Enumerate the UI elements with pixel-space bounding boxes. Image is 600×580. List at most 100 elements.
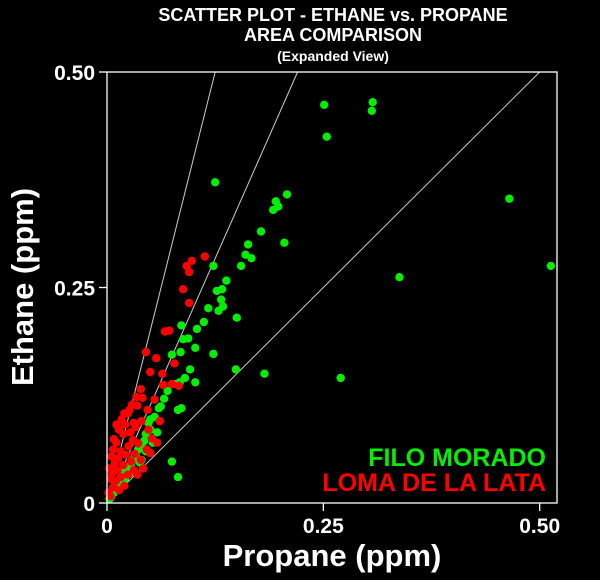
chart-title: SCATTER PLOT - ETHANE vs. PROPANE bbox=[158, 5, 507, 25]
filo-morado-point bbox=[185, 365, 195, 374]
loma-de-la-lata-point bbox=[167, 379, 177, 389]
filo-morado-point bbox=[191, 343, 200, 352]
filo-morado-point bbox=[144, 418, 153, 427]
loma-de-la-lata-point bbox=[136, 455, 145, 465]
x-axis-title: Propane (ppm) bbox=[223, 538, 442, 573]
filo-morado-point bbox=[159, 394, 169, 403]
filo-morado-point bbox=[163, 386, 172, 396]
loma-de-la-lata-point bbox=[107, 452, 116, 461]
filo-morado-point bbox=[204, 304, 213, 313]
loma-de-la-lata-point bbox=[119, 460, 128, 470]
loma-de-la-lata-point bbox=[133, 401, 142, 410]
x-axis-ticks: 0 0.25 0.50 bbox=[101, 503, 560, 538]
loma-de-la-lata-point bbox=[185, 298, 194, 308]
filo-morado-point bbox=[247, 254, 256, 263]
x-tick-label: 0 bbox=[101, 515, 113, 538]
loma-de-la-lata-point bbox=[143, 405, 152, 415]
loma-de-la-lata-point bbox=[200, 252, 209, 261]
filo-morado-point bbox=[336, 373, 345, 383]
loma-de-la-lata-point bbox=[124, 441, 133, 451]
loma-de-la-lata-point bbox=[112, 438, 121, 447]
loma-de-la-lata-point bbox=[153, 438, 162, 447]
filo-morado-point bbox=[243, 240, 253, 249]
x-tick-label: 0.50 bbox=[519, 515, 560, 538]
filo-morado-point bbox=[282, 190, 292, 199]
y-axis-title: Ethane (ppm) bbox=[5, 188, 40, 386]
filo-morado-point bbox=[505, 194, 514, 203]
filo-morado-point bbox=[256, 227, 266, 236]
loma-de-la-lata-point bbox=[158, 369, 167, 378]
loma-de-la-lata-point bbox=[123, 470, 132, 479]
filo-morado-point bbox=[167, 350, 177, 359]
loma-de-la-lata-point bbox=[187, 256, 196, 265]
filo-morado-point bbox=[260, 369, 269, 378]
loma-de-la-lata-point bbox=[110, 459, 120, 468]
filo-morado-point bbox=[211, 178, 220, 187]
loma-de-la-lata-point bbox=[119, 429, 128, 439]
filo-morado-point bbox=[236, 261, 246, 271]
filo-morado-point bbox=[212, 286, 222, 296]
filo-morado-point bbox=[269, 205, 278, 215]
loma-de-la-lata-point bbox=[141, 347, 151, 357]
filo-morado-point bbox=[280, 238, 289, 247]
loma-de-la-lata-point bbox=[152, 354, 161, 363]
filo-morado-point bbox=[395, 273, 404, 282]
loma-de-la-lata-point bbox=[108, 445, 118, 454]
loma-de-la-lata-point bbox=[127, 457, 136, 466]
loma-de-la-lata-point bbox=[133, 470, 142, 479]
filo-morado-point bbox=[153, 428, 162, 437]
loma-de-la-lata-point bbox=[185, 267, 194, 277]
loma-de-la-lata-point bbox=[160, 327, 170, 336]
filo-morado-point bbox=[322, 132, 331, 141]
loma-de-la-lata-point bbox=[106, 491, 115, 501]
loma-de-la-lata-point bbox=[144, 425, 153, 434]
y-tick-label: 0 bbox=[83, 493, 95, 516]
filo-morado-point bbox=[214, 306, 223, 315]
legend-filo-morado: FILO MORADO bbox=[368, 444, 546, 472]
filo-morado-point bbox=[154, 404, 164, 413]
loma-de-la-lata-point bbox=[170, 359, 179, 368]
loma-de-la-lata-point bbox=[155, 416, 164, 426]
data-points bbox=[104, 98, 556, 503]
filo-morado-point bbox=[199, 317, 209, 327]
filo-morado-point bbox=[179, 335, 188, 344]
loma-de-la-lata-point bbox=[126, 428, 135, 437]
x-tick-label: 0.25 bbox=[303, 515, 344, 538]
loma-de-la-lata-point bbox=[121, 420, 130, 429]
filo-morado-point bbox=[222, 276, 231, 285]
loma-de-la-lata-point bbox=[138, 393, 147, 402]
loma-de-la-lata-point bbox=[132, 392, 141, 402]
filo-morado-point bbox=[368, 98, 377, 107]
loma-de-la-lata-point bbox=[179, 285, 188, 294]
loma-de-la-lata-point bbox=[131, 422, 140, 432]
loma-de-la-lata-point bbox=[114, 485, 124, 495]
chart-subtitle: AREA COMPARISON bbox=[244, 25, 422, 45]
loma-de-la-lata-point bbox=[159, 380, 168, 390]
chart-subtitle-2: (Expanded View) bbox=[277, 48, 389, 64]
loma-de-la-lata-point bbox=[125, 405, 134, 415]
loma-de-la-lata-point bbox=[146, 448, 155, 458]
reference-line-2 bbox=[106, 71, 299, 504]
filo-morado-point bbox=[546, 261, 556, 271]
loma-de-la-lata-point bbox=[174, 381, 183, 390]
filo-morado-point bbox=[209, 349, 218, 359]
filo-morado-point bbox=[176, 347, 185, 357]
filo-morado-point bbox=[320, 100, 329, 110]
loma-de-la-lata-point bbox=[150, 395, 159, 404]
filo-morado-point bbox=[231, 365, 241, 374]
filo-morado-point bbox=[173, 472, 183, 482]
filo-morado-point bbox=[367, 106, 376, 116]
loma-de-la-lata-point bbox=[136, 385, 145, 394]
filo-morado-point bbox=[232, 313, 241, 322]
loma-de-la-lata-point bbox=[130, 449, 139, 459]
loma-de-la-lata-point bbox=[121, 450, 131, 459]
loma-de-la-lata-point bbox=[134, 439, 143, 448]
filo-morado-point bbox=[167, 457, 177, 466]
y-axis-ticks: 0 0.25 0.50 bbox=[54, 62, 107, 516]
loma-de-la-lata-point bbox=[139, 464, 148, 473]
filo-morado-point bbox=[191, 378, 200, 387]
filo-morado-point bbox=[209, 261, 218, 271]
reference-line-3 bbox=[106, 71, 541, 504]
legend-loma-de-la-lata: LOMA DE LA LATA bbox=[322, 469, 546, 497]
